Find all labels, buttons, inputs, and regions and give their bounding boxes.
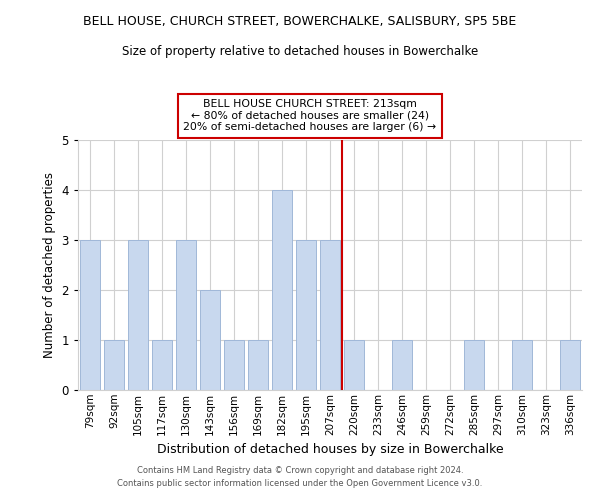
Bar bbox=[248, 340, 268, 390]
X-axis label: Distribution of detached houses by size in Bowerchalke: Distribution of detached houses by size … bbox=[157, 443, 503, 456]
Bar bbox=[176, 240, 196, 390]
Bar bbox=[152, 340, 172, 390]
Bar bbox=[512, 340, 532, 390]
Bar bbox=[392, 340, 412, 390]
Bar bbox=[128, 240, 148, 390]
Bar bbox=[272, 190, 292, 390]
Text: BELL HOUSE CHURCH STREET: 213sqm
← 80% of detached houses are smaller (24)
20% o: BELL HOUSE CHURCH STREET: 213sqm ← 80% o… bbox=[183, 100, 436, 132]
Bar bbox=[224, 340, 244, 390]
Bar bbox=[80, 240, 100, 390]
Y-axis label: Number of detached properties: Number of detached properties bbox=[43, 172, 56, 358]
Text: Size of property relative to detached houses in Bowerchalke: Size of property relative to detached ho… bbox=[122, 45, 478, 58]
Bar bbox=[344, 340, 364, 390]
Bar bbox=[296, 240, 316, 390]
Bar bbox=[200, 290, 220, 390]
Bar bbox=[104, 340, 124, 390]
Bar bbox=[464, 340, 484, 390]
Bar bbox=[320, 240, 340, 390]
Text: Contains HM Land Registry data © Crown copyright and database right 2024.
Contai: Contains HM Land Registry data © Crown c… bbox=[118, 466, 482, 487]
Bar bbox=[560, 340, 580, 390]
Text: BELL HOUSE, CHURCH STREET, BOWERCHALKE, SALISBURY, SP5 5BE: BELL HOUSE, CHURCH STREET, BOWERCHALKE, … bbox=[83, 15, 517, 28]
